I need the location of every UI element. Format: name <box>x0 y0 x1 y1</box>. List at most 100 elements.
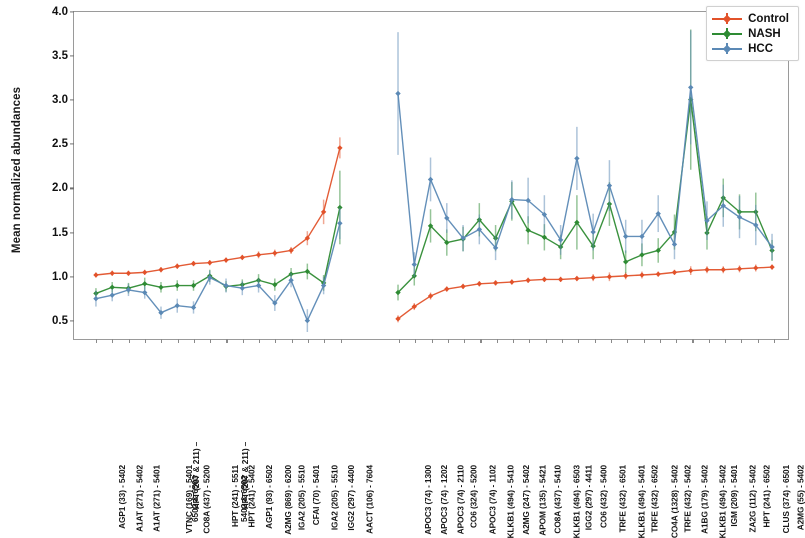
x-tick-label: TRFE (432) - 5402 <box>683 431 693 532</box>
x-tick-mark <box>447 339 449 343</box>
plot-svg <box>93 29 775 332</box>
legend-item-hcc[interactable]: HCC <box>712 41 789 56</box>
x-tick-label-text: VTNC (169) - 5401 <box>184 465 195 534</box>
x-tick-label: KLKB1 (494) - 5401 <box>637 428 647 538</box>
x-tick-mark <box>545 339 547 343</box>
y-tick-label: 0.5 <box>52 314 68 327</box>
x-tick-mark <box>774 339 776 343</box>
x-tick-label-text: TRFE (432) - 6501 <box>617 465 628 533</box>
x-tick-label-text: A2MG (869) - 6200 <box>282 465 293 535</box>
x-tick-mark <box>578 339 580 343</box>
x-tick-label: IGM (209) - 5401 <box>729 434 739 527</box>
x-tick-label-text: A2MG (55) - 5402 <box>795 465 805 531</box>
x-tick-mark <box>144 339 147 343</box>
x-tick-mark <box>398 339 401 343</box>
x-tick-label: CO8A (437) - 5410 <box>553 431 563 534</box>
x-tick-label-text: CO8A (437) - 5200 <box>200 465 211 534</box>
x-tick-label: APOC3 (74) - 2110 <box>455 430 465 534</box>
x-tick-mark <box>757 339 759 343</box>
x-tick-mark <box>480 339 482 343</box>
x-tick-mark <box>308 339 310 343</box>
y-tick-label: 3.0 <box>52 94 68 107</box>
x-tick-mark <box>562 339 564 343</box>
x-tick-label-text: KLKB1 (494) - 5402 <box>718 465 729 538</box>
x-tick-label-text: CFAI (70) - 5401 <box>310 465 321 526</box>
x-tick-label: ZA2G (112) - 5402 <box>748 431 758 532</box>
y-tick-label: 4.0 <box>52 6 68 18</box>
x-tick-label: CLUS (374) - 6501 <box>781 431 791 533</box>
x-tick-label-text: HPT (241) - 6502 <box>761 465 772 528</box>
y-tick-label: 3.5 <box>52 50 68 63</box>
x-tick-mark <box>177 339 179 343</box>
x-tick-label-text: AGP1 (33) - 5402 <box>116 465 127 529</box>
x-tick-mark <box>741 339 743 343</box>
x-tick-mark <box>96 339 98 343</box>
x-tick-label-text: A1AT (271) - 5401 <box>151 465 162 532</box>
legend-label: HCC <box>748 42 774 55</box>
x-tick-label: CFAI (70) - 5401 <box>311 435 321 525</box>
x-tick-label-text: A1AT (271) - 5402 <box>134 465 145 532</box>
x-tick-label-text: AACT (106) - 7604 <box>364 465 375 534</box>
x-tick-label: A2MG (869) - 6200 <box>283 430 293 535</box>
x-tick-label-text: A2MG (247) - 5402 <box>520 465 531 535</box>
x-tick-label: AGP1 (33) - 5402 <box>117 433 127 529</box>
x-tick-label: KLKB1 (494) - 5410 <box>506 428 516 538</box>
y-tick-label: 2.5 <box>52 138 68 151</box>
x-tick-mark <box>275 339 277 343</box>
x-tick-label-text: IGG2 (297) - 4400 <box>346 465 357 531</box>
x-tick-label-text: CLUS (374) - 6501 <box>780 465 791 534</box>
x-axis-labels: AGP1 (33) - 5402 A1AT (271) - 5402 A1AT (2… <box>73 344 805 538</box>
legend: Control NASH HCC <box>706 6 799 61</box>
x-tick-label-text: HPT (241) - 5402 <box>246 465 257 528</box>
y-tick-label: 1.0 <box>52 270 68 283</box>
legend-item-control[interactable]: Control <box>712 11 789 26</box>
x-tick-label-text: CO4A (1328) - 5402 <box>669 465 680 538</box>
y-tick-label: 2.0 <box>52 182 68 195</box>
x-tick-mark <box>464 339 466 343</box>
x-tick-mark <box>627 339 629 343</box>
series-nash <box>93 29 775 301</box>
y-tick-mark <box>70 320 74 322</box>
chart-figure: Mean normalized abundances 0.5 1.0 1.5 2.0 2… <box>11 6 805 538</box>
series-control <box>93 137 775 323</box>
x-tick-label-text: IGM (209) - 5401 <box>728 465 739 527</box>
x-tick-mark <box>513 339 515 343</box>
x-tick-mark <box>340 339 342 343</box>
x-tick-label-text: A1BG (179) - 5402 <box>699 465 710 534</box>
x-tick-mark <box>708 339 710 343</box>
x-tick-mark <box>193 339 195 343</box>
x-tick-label-text: IGA2 (205) - 5510 <box>296 465 307 531</box>
x-tick-label: HPT (241) - 5511 <box>230 434 240 527</box>
y-tick-mark <box>70 55 74 57</box>
x-tick-label-text: CO6 (324) - 5200 <box>468 465 479 528</box>
x-tick-label: A1AT (271) - 5402 <box>135 432 145 532</box>
y-tick-mark <box>70 276 74 278</box>
x-tick-label: KLKB1 (494) - 6503 <box>571 428 581 538</box>
x-tick-mark <box>112 339 114 343</box>
x-tick-label: TRFE (432) - 6502 <box>650 431 660 532</box>
y-tick-mark <box>70 99 74 101</box>
x-tick-label: APOC3 (74) - 1202 <box>439 430 449 535</box>
x-tick-label-text: AGP1 (93) - 6502 <box>263 465 274 529</box>
x-tick-mark <box>610 339 613 343</box>
series-hcc <box>93 30 775 332</box>
x-tick-mark <box>259 339 261 343</box>
x-tick-label: IGG2 (297) - 4411 <box>584 432 594 530</box>
x-tick-mark <box>676 339 678 343</box>
x-tick-label-text: TRFE (432) - 6502 <box>649 465 660 533</box>
x-tick-label: APOC3 (74) - 1102 <box>488 430 498 534</box>
legend-item-nash[interactable]: NASH <box>712 26 789 41</box>
x-tick-mark <box>226 339 228 343</box>
x-tick-mark <box>415 339 417 343</box>
x-tick-label: CO6 (432) - 5400 <box>599 434 609 528</box>
x-tick-label: VTNC (169) - 5401 <box>184 431 194 533</box>
x-tick-label: A1BG (179) - 5402 <box>700 431 710 534</box>
x-tick-label-text: CO8A (437) - 5410 <box>552 465 563 534</box>
y-tick-mark <box>70 11 74 13</box>
x-tick-label-text: KLKB1 (494) - 6503 <box>571 465 582 538</box>
plot-area: 0.5 1.0 1.5 2.0 2.5 3.0 3.5 4.0 <box>52 6 789 343</box>
x-tick-mark <box>324 339 326 343</box>
y-axis-label-text: Mean normalized abundances <box>11 86 24 254</box>
x-tick-label-text: APOC3 (74) - 1300 <box>422 465 433 535</box>
x-tick-mark <box>496 339 498 343</box>
